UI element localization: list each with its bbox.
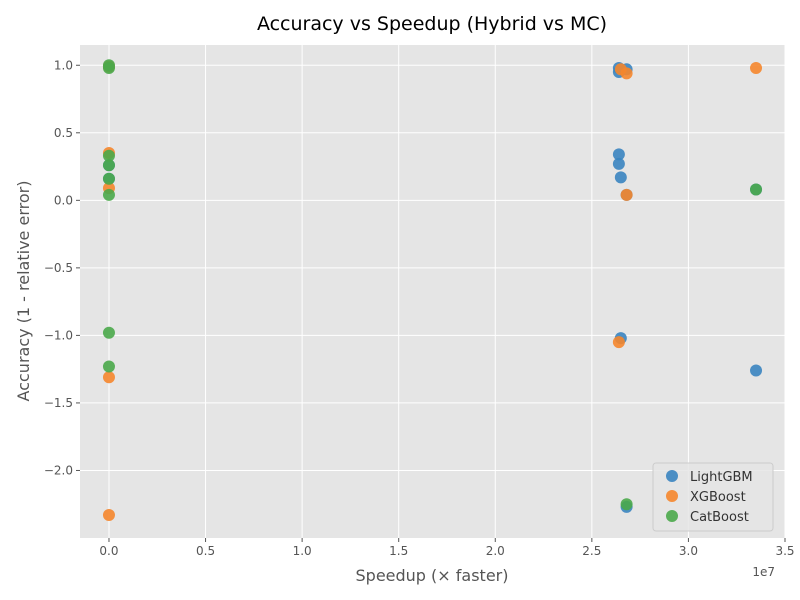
legend-label-xgboost: XGBoost: [690, 490, 746, 505]
legend-marker-xgboost: [666, 490, 678, 502]
data-point-catboost: [102, 149, 115, 162]
y-tick-label: 0.0: [54, 193, 73, 207]
data-point-xgboost: [620, 67, 633, 80]
data-point-catboost: [102, 159, 115, 172]
data-point-xgboost: [620, 188, 633, 201]
y-tick-label: −0.5: [44, 261, 73, 275]
y-axis-ticks: −2.0 −1.5 −1.0 −0.5 0.0 0.5 1.0: [44, 58, 80, 477]
data-point-catboost: [620, 498, 633, 511]
y-tick-label: 0.5: [54, 126, 73, 140]
x-tick-label: 2.0: [486, 544, 505, 558]
data-point-catboost: [102, 326, 115, 339]
data-point-lightgbm: [612, 148, 625, 161]
x-tick-label: 0.0: [99, 544, 118, 558]
data-point-xgboost: [102, 371, 115, 384]
data-point-xgboost: [612, 336, 625, 349]
plot-area: [80, 45, 785, 538]
x-tick-label: 2.5: [582, 544, 601, 558]
data-point-lightgbm: [750, 364, 763, 377]
legend-box: [652, 462, 774, 532]
legend-marker-catboost: [666, 510, 678, 522]
chart-title: Accuracy vs Speedup (Hybrid vs MC): [257, 13, 607, 35]
x-axis-ticks: 0.0 0.5 1.0 1.5 2.0 2.5 3.0 3.5: [99, 538, 795, 558]
y-tick-label: −1.0: [44, 328, 73, 342]
y-tick-label: −2.0: [44, 463, 73, 477]
data-point-xgboost: [102, 509, 115, 522]
y-axis-title: Accuracy (1 - relative error): [14, 181, 33, 402]
x-tick-label: 3.0: [679, 544, 698, 558]
data-point-xgboost: [750, 61, 763, 74]
data-point-lightgbm: [614, 171, 627, 184]
y-tick-label: 1.0: [54, 58, 73, 72]
data-point-lightgbm: [612, 157, 625, 170]
data-point-catboost: [102, 188, 115, 201]
data-point-catboost: [102, 172, 115, 185]
x-axis-offset-label: 1e7: [752, 565, 775, 579]
legend: LightGBM XGBoost CatBoost: [652, 462, 774, 532]
y-tick-label: −1.5: [44, 396, 73, 410]
legend-label-lightgbm: LightGBM: [690, 470, 753, 485]
data-point-catboost: [750, 183, 763, 196]
data-point-catboost: [102, 360, 115, 373]
x-axis-title: Speedup (× faster): [356, 566, 509, 585]
x-tick-label: 3.5: [775, 544, 794, 558]
x-tick-label: 0.5: [196, 544, 215, 558]
grid-lines: [80, 45, 786, 538]
x-tick-label: 1.5: [389, 544, 408, 558]
x-tick-label: 1.0: [293, 544, 312, 558]
data-points: [102, 59, 763, 522]
legend-label-catboost: CatBoost: [690, 510, 749, 525]
legend-marker-lightgbm: [666, 470, 678, 482]
data-point-catboost: [102, 61, 115, 74]
